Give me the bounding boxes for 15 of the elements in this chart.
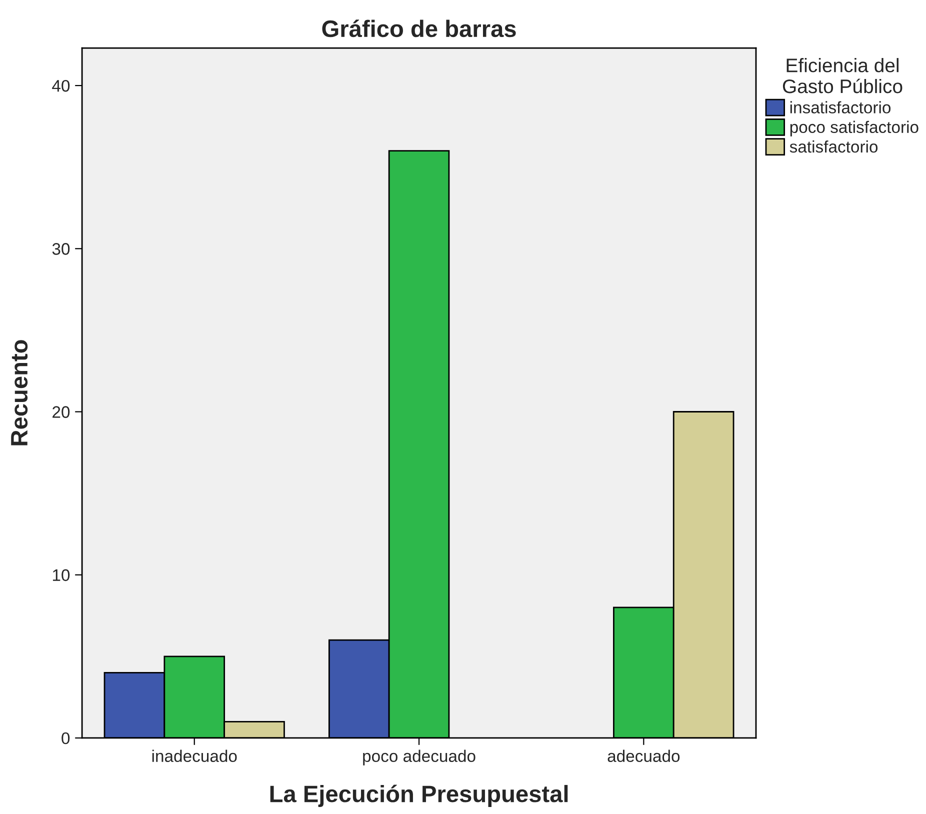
y-tick-label: 0 (62, 732, 70, 744)
chart-title: Gráfico de barras (322, 20, 516, 38)
legend-label: insatisfactorio (790, 101, 891, 114)
y-axis-title: Recuento (11, 340, 28, 446)
x-tick-label: inadecuado (152, 750, 237, 762)
x-axis-title: La Ejecución Presupuestal (270, 784, 568, 807)
y-tick-label: 40 (52, 80, 70, 92)
legend-title: Eficiencia del Gasto Público (782, 58, 902, 94)
legend-label: satisfactorio (790, 140, 878, 153)
x-tick-label: adecuado (608, 750, 680, 762)
x-tick-label: poco adecuado (363, 750, 476, 766)
y-tick-label: 30 (52, 243, 70, 255)
y-tick-label: 10 (52, 569, 70, 582)
legend-label: poco satisfactorio (790, 120, 918, 136)
y-tick-label: 20 (52, 406, 70, 418)
